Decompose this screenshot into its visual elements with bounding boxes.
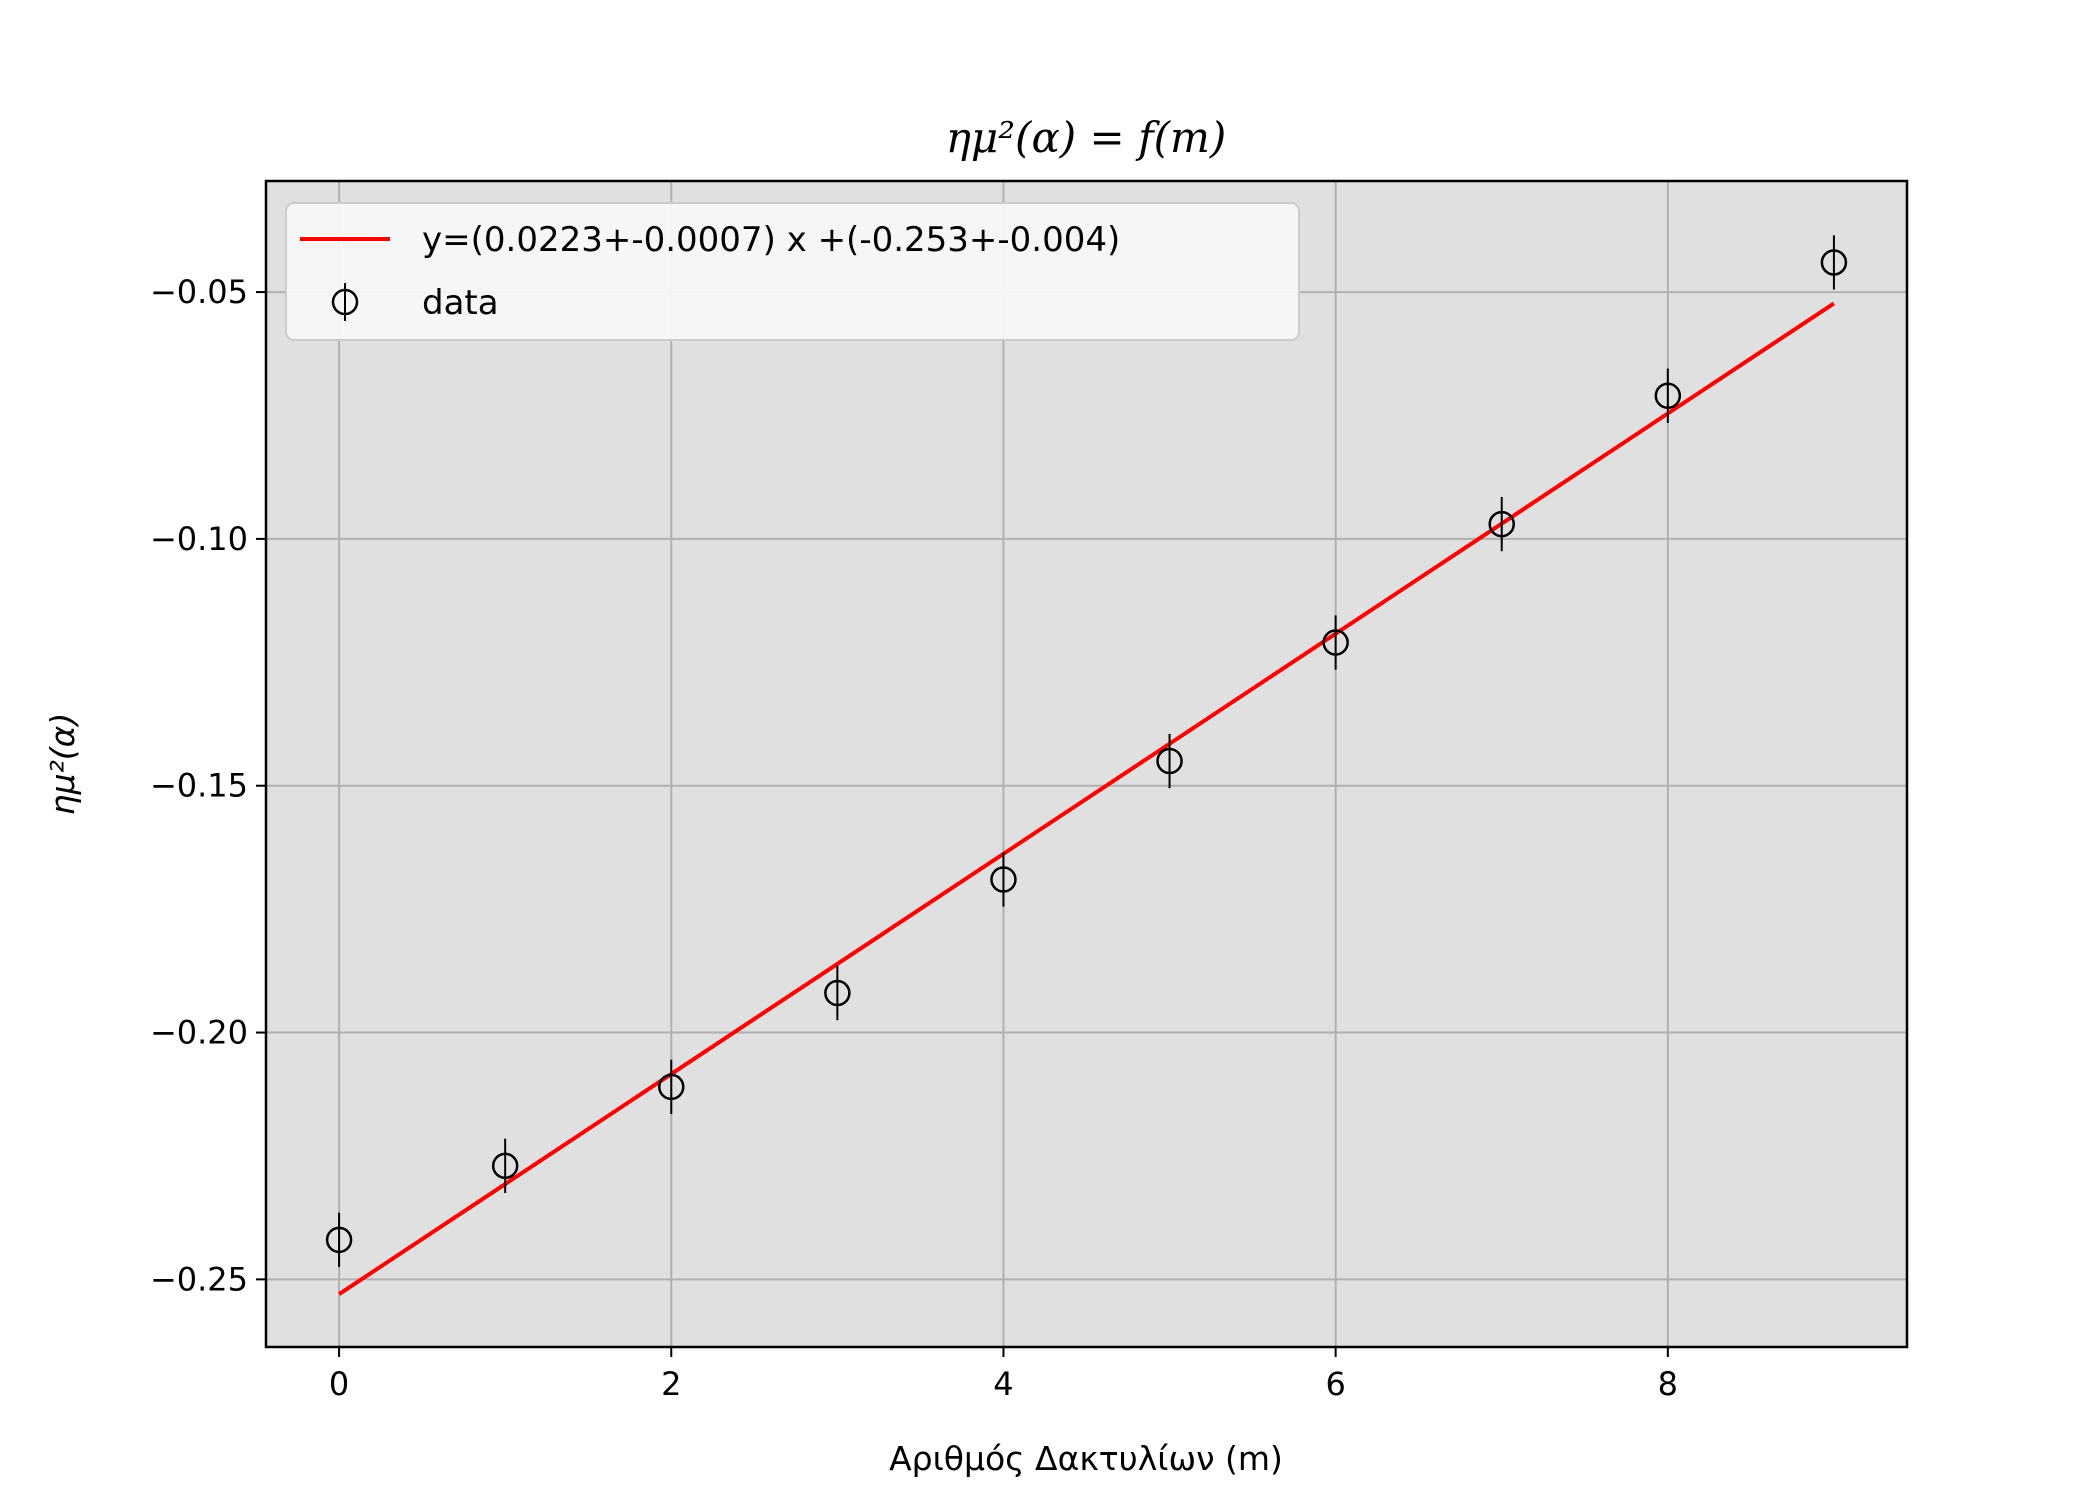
fit-line	[337, 301, 1836, 1296]
chart-title: ημ²(α) = f(m)	[946, 113, 1226, 162]
legend-data-label: data	[422, 283, 499, 323]
data-point	[824, 965, 851, 1021]
ticks: 0 2 4 6 8 −0.25 −0.20 −0.15 −0.10 −0.05	[150, 273, 1678, 1403]
y-tick-label: −0.05	[150, 273, 248, 311]
x-tick-label: 0	[329, 1365, 349, 1403]
x-tick-label: 4	[993, 1365, 1013, 1403]
grid	[266, 181, 1907, 1347]
data-point	[1156, 733, 1183, 789]
y-tick-label: −0.25	[150, 1260, 248, 1298]
y-tick-label: −0.15	[150, 767, 248, 805]
data-point	[325, 1212, 353, 1268]
data-point	[990, 852, 1017, 907]
data-marker	[1654, 382, 1682, 409]
data-point	[1820, 235, 1848, 290]
data-marker	[1820, 249, 1848, 276]
x-tick-label: 2	[661, 1365, 681, 1403]
data-point	[1654, 368, 1682, 423]
series-layer	[325, 235, 1848, 1296]
data-point	[1322, 615, 1349, 670]
data-marker	[658, 1073, 685, 1101]
data-marker	[325, 1226, 353, 1254]
plot-frame	[264, 179, 1909, 1349]
data-point	[1488, 496, 1515, 552]
x-tick-label: 6	[1325, 1365, 1345, 1403]
x-tick-label: 8	[1658, 1365, 1678, 1403]
legend-box	[285, 202, 1300, 341]
y-tick-label: −0.20	[150, 1014, 248, 1052]
data-marker	[491, 1152, 519, 1180]
data-marker	[1156, 747, 1183, 775]
data-marker	[990, 866, 1017, 893]
data-marker	[1322, 629, 1349, 656]
legend: y=(0.0223+-0.0007) x +(-0.253+-0.004) da…	[285, 202, 1300, 341]
data-marker	[824, 979, 851, 1007]
y-tick-label: −0.10	[150, 520, 248, 558]
legend-data-marker	[331, 283, 359, 321]
data-point	[491, 1138, 519, 1193]
x-axis-label: Αριθμός Δακτυλίων (m)	[889, 1439, 1283, 1478]
data-marker	[1488, 510, 1515, 538]
data-point	[658, 1059, 685, 1114]
plot-area	[266, 181, 1907, 1347]
legend-fit-label: y=(0.0223+-0.0007) x +(-0.253+-0.004)	[422, 220, 1120, 260]
y-axis-label: ημ²(α)	[43, 713, 82, 816]
